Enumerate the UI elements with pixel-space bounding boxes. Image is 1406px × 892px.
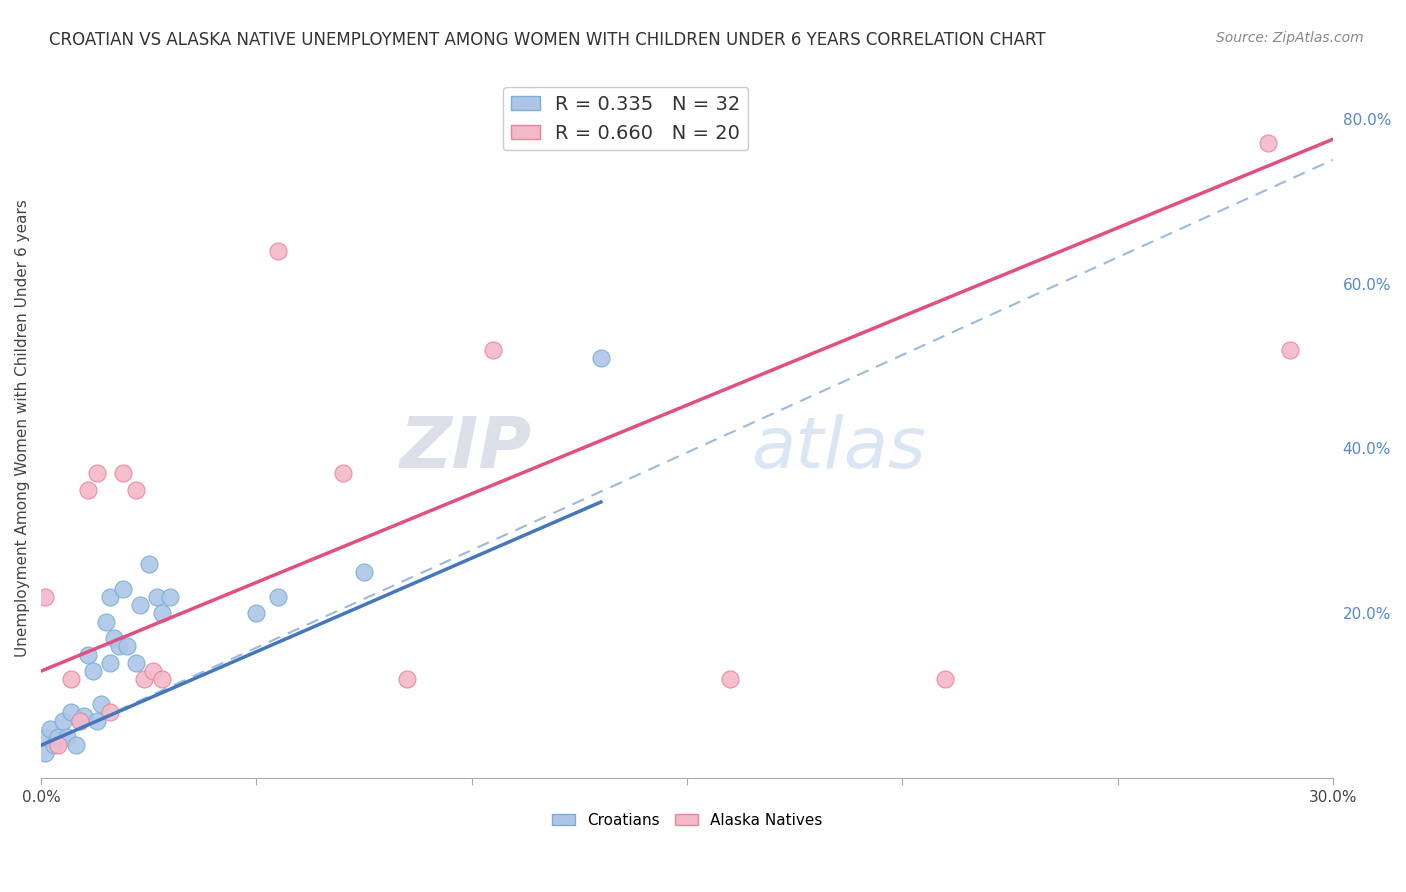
Point [77, 648, 100, 662]
Point [103, 631, 125, 645]
Point [589, 351, 612, 365]
Point [86, 466, 108, 480]
Point [69, 714, 91, 728]
Point [142, 664, 165, 678]
Y-axis label: Unemployment Among Women with Children Under 6 years: Unemployment Among Women with Children U… [15, 199, 30, 657]
Point [98, 590, 121, 604]
Point [98, 656, 121, 670]
Point [134, 673, 156, 687]
Text: CROATIAN VS ALASKA NATIVE UNEMPLOYMENT AMONG WOMEN WITH CHILDREN UNDER 6 YEARS C: CROATIAN VS ALASKA NATIVE UNEMPLOYMENT A… [49, 31, 1046, 49]
Point [146, 590, 169, 604]
Text: ZIP: ZIP [399, 415, 531, 483]
Point [56, 730, 79, 744]
Point [98, 706, 121, 720]
Point [34, 730, 56, 744]
Point [34, 747, 56, 761]
Point [94, 615, 117, 629]
Legend: Croatians, Alaska Natives: Croatians, Alaska Natives [546, 806, 828, 834]
Point [60, 673, 83, 687]
Point [267, 590, 290, 604]
Point [111, 582, 134, 596]
Point [138, 557, 160, 571]
Point [125, 483, 148, 497]
Point [60, 706, 83, 720]
Point [107, 640, 129, 654]
Point [150, 673, 173, 687]
Point [46, 730, 69, 744]
Text: Source: ZipAtlas.com: Source: ZipAtlas.com [1216, 31, 1364, 45]
Point [159, 590, 181, 604]
Point [86, 714, 108, 728]
Point [82, 664, 104, 678]
Point [42, 738, 65, 752]
Point [38, 722, 60, 736]
Point [267, 244, 290, 258]
Point [90, 697, 112, 711]
Point [34, 590, 56, 604]
Point [1257, 136, 1279, 151]
Point [332, 466, 354, 480]
Point [73, 709, 96, 723]
Point [77, 483, 100, 497]
Point [65, 738, 87, 752]
Point [353, 565, 375, 579]
Point [129, 598, 152, 612]
Point [150, 607, 173, 621]
Point [718, 673, 741, 687]
Point [69, 714, 91, 728]
Point [52, 714, 75, 728]
Point [111, 466, 134, 480]
Point [245, 607, 267, 621]
Point [934, 673, 956, 687]
Point [482, 343, 505, 357]
Point [1278, 343, 1301, 357]
Point [115, 640, 138, 654]
Point [46, 738, 69, 752]
Point [396, 673, 419, 687]
Text: atlas: atlas [752, 415, 927, 483]
Point [125, 656, 148, 670]
